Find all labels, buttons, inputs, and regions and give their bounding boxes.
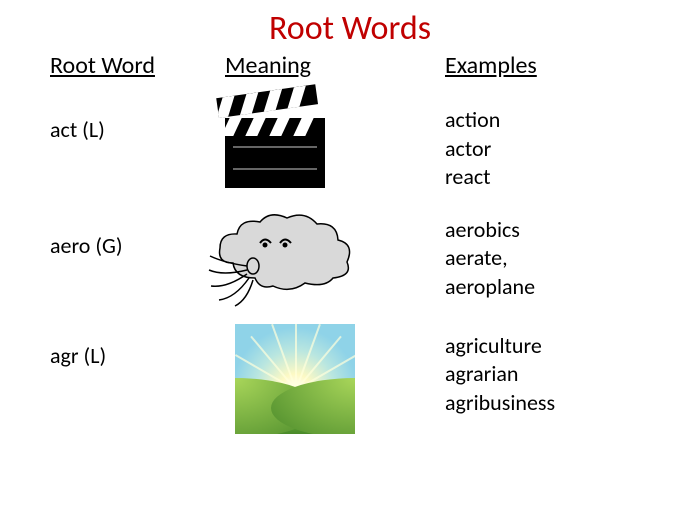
root-word-cell: aero (G) [50,208,225,259]
example-item: aerobics [445,216,650,245]
example-item: agribusiness [445,389,650,418]
field-sunrise-icon [235,324,355,434]
example-item: agriculture [445,332,650,361]
header-root-word: Root Word [50,51,225,80]
header-examples: Examples [445,51,650,80]
meaning-cell [225,98,445,188]
example-item: aerate, [445,244,650,273]
slide-title: Root Words [50,8,650,49]
example-item: agrarian [445,360,650,389]
example-item: aeroplane [445,273,650,302]
table-row: act (L) action actor react [50,98,650,192]
table-row: aero (G) aerobics aerate, a [50,208,650,308]
example-item: react [445,163,650,192]
examples-cell: action actor react [445,98,650,192]
wind-cloud-icon [205,208,365,308]
slide: Root Words Root Word Meaning Examples ac… [0,0,700,442]
table-row: agr (L) agriculture agra [50,324,650,434]
table-header: Root Word Meaning Examples [50,51,650,80]
meaning-cell [225,324,445,434]
example-item: action [445,106,650,135]
root-word-cell: agr (L) [50,324,225,369]
examples-cell: agriculture agrarian agribusiness [445,324,650,418]
meaning-cell [225,208,445,308]
root-word-cell: act (L) [50,98,225,143]
example-item: actor [445,135,650,164]
clapperboard-icon [225,98,325,188]
examples-cell: aerobics aerate, aeroplane [445,208,650,302]
header-meaning: Meaning [225,51,445,80]
